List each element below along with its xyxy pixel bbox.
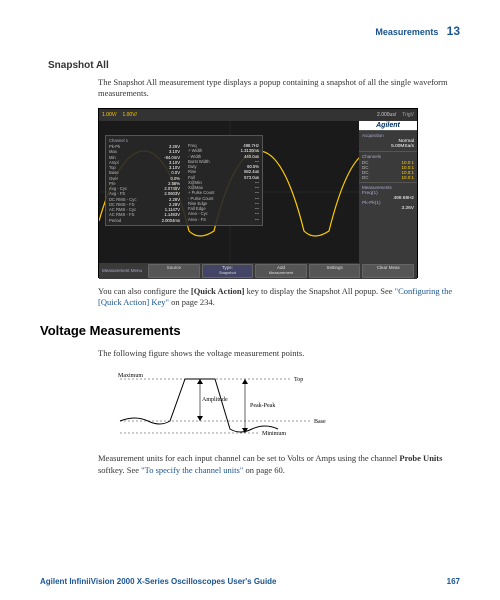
- softkey-4[interactable]: Clear Meas: [362, 264, 414, 277]
- softkey-2[interactable]: AddMeasurement: [255, 264, 307, 277]
- snapshot-para2: You can also configure the [Quick Action…: [98, 286, 460, 309]
- scope-softkeys: Measurement Menu SourceType:SnapshotAddM…: [99, 263, 417, 279]
- ch-scale-1: 1.00V/: [102, 112, 116, 118]
- measurements-box: Measurements Freq(1) 499.69Hz Pk-Pk(1) 3…: [359, 182, 417, 213]
- menu-label: Measurement Menu: [102, 268, 146, 273]
- voltage-heading: Voltage Measurements: [40, 323, 460, 338]
- oscilloscope-screenshot: 1.00V/ 1.00V/ 2.000us/ TrigV Channel 1Pk…: [98, 108, 418, 278]
- voltage-intro: The following figure shows the voltage m…: [98, 348, 460, 359]
- scope-topbar: 1.00V/ 1.00V/ 2.000us/ TrigV: [99, 109, 417, 121]
- softkey-0[interactable]: Source: [148, 264, 200, 277]
- waveform-area: Channel 1Pk-Pk3.26VMax3.10VMin-84.0mVAmp…: [99, 121, 359, 263]
- label-top: Top: [294, 377, 303, 383]
- voltage-para: Measurement units for each input channel…: [98, 453, 460, 476]
- trigger-label: TrigV: [402, 112, 414, 118]
- chapter-name: Measurements: [375, 27, 438, 37]
- measurement-popup: Channel 1Pk-Pk3.26VMax3.10VMin-84.0mVAmp…: [105, 135, 263, 226]
- footer-page: 167: [447, 577, 460, 586]
- softkey-3[interactable]: Settings: [309, 264, 361, 277]
- channel-units-link[interactable]: "To specify the channel units": [141, 465, 243, 475]
- chapter-number: 13: [447, 24, 460, 38]
- snapshot-desc: The Snapshot All measurement type displa…: [98, 77, 460, 100]
- voltage-diagram: Maximum Top Base Minimum Peak-Peak Ampli…: [110, 367, 350, 443]
- ch-scale-2: 1.00V/: [122, 112, 136, 118]
- channels-box: Channels DC10.0:1DC10.0:1DC10.0:1DC10.0:…: [359, 151, 417, 182]
- label-base: Base: [314, 419, 326, 425]
- footer-title: Agilent InfiniiVision 2000 X-Series Osci…: [40, 577, 277, 586]
- snapshot-heading: Snapshot All: [48, 60, 460, 71]
- softkey-1[interactable]: Type:Snapshot: [202, 264, 254, 277]
- timebase: 2.000us/: [377, 112, 396, 118]
- acquisition-box: Acquisition Normal 5.00MSa/s: [359, 130, 417, 151]
- label-peakpeak: Peak-Peak: [250, 403, 275, 409]
- label-minimum: Minimum: [262, 431, 286, 437]
- label-maximum: Maximum: [118, 373, 143, 379]
- agilent-logo: Agilent: [359, 121, 417, 130]
- scope-sidebar: Agilent Acquisition Normal 5.00MSa/s Cha…: [359, 121, 417, 263]
- page-footer: Agilent InfiniiVision 2000 X-Series Osci…: [40, 577, 460, 586]
- label-amplitude: Amplitude: [202, 397, 228, 403]
- page-header: Measurements 13: [40, 24, 460, 38]
